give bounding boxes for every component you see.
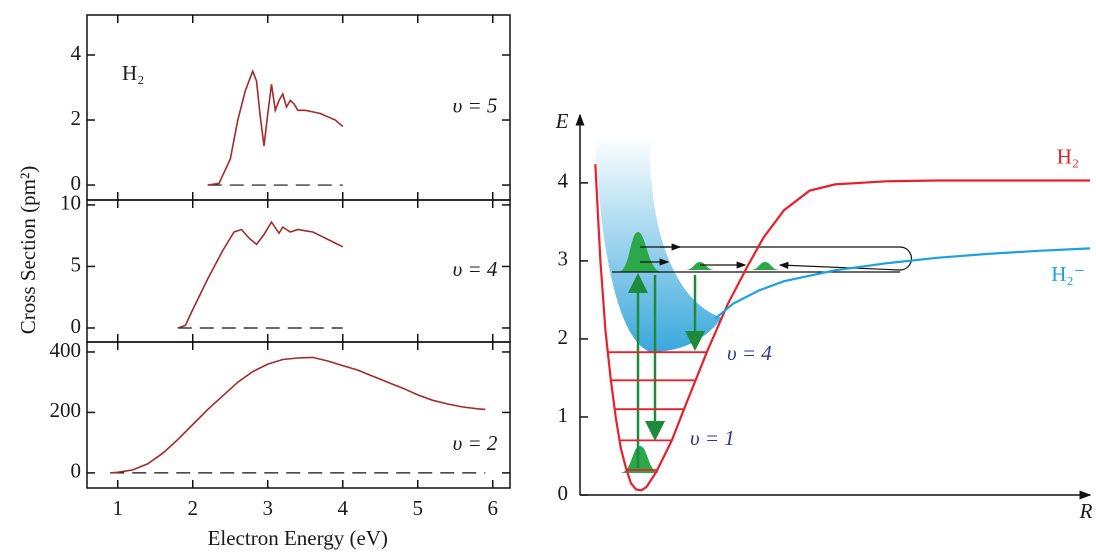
x-axis-label: R <box>1079 499 1093 523</box>
x-tick-label: 2 <box>188 496 199 520</box>
panel-label: υ = 5 <box>453 93 498 117</box>
cross-section-curve <box>207 68 344 186</box>
y-axis-label: E <box>555 109 569 133</box>
panel-frame <box>86 14 511 201</box>
y-tick-label: 1 <box>558 403 569 427</box>
trajectory <box>612 243 913 273</box>
y-tick-label: 2 <box>558 325 569 349</box>
x-tick-label: 6 <box>488 496 499 520</box>
y-tick-label: 3 <box>558 247 569 271</box>
panel-frame <box>86 199 511 343</box>
y-tick-label: 0 <box>71 314 82 338</box>
resonance-width <box>595 135 722 352</box>
y-tick-label: 4 <box>558 169 569 193</box>
y-tick-label: 5 <box>71 252 82 276</box>
y-tick-label: 400 <box>50 338 82 362</box>
y-tick-label: 0 <box>71 171 82 195</box>
series-label: H₂ <box>1057 144 1080 168</box>
y-tick-label: 4 <box>71 41 82 65</box>
y-tick-label: 0 <box>558 481 569 505</box>
potential-curve <box>714 247 1091 320</box>
panel-frame <box>86 341 511 489</box>
level-label: υ = 1 <box>690 426 735 450</box>
x-axis-label: Electron Energy (eV) <box>208 526 388 550</box>
y-tick-label: 10 <box>60 191 81 215</box>
cross-section-curve <box>177 220 344 329</box>
cross-section-curve <box>110 356 486 474</box>
x-tick-label: 5 <box>413 496 424 520</box>
series-label: H₂⁻ <box>1051 262 1085 286</box>
y-axis-label: Cross Section (pm²) <box>16 166 40 334</box>
x-tick-label: 1 <box>113 496 124 520</box>
level-label: υ = 4 <box>727 341 772 365</box>
annotation: H₂ <box>122 61 145 85</box>
y-tick-label: 2 <box>71 106 82 130</box>
x-tick-label: 4 <box>338 496 349 520</box>
x-tick-label: 3 <box>263 496 274 520</box>
panel-label: υ = 2 <box>453 431 498 455</box>
panel-label: υ = 4 <box>453 257 498 281</box>
y-tick-label: 0 <box>71 459 82 483</box>
y-tick-label: 200 <box>50 398 82 422</box>
